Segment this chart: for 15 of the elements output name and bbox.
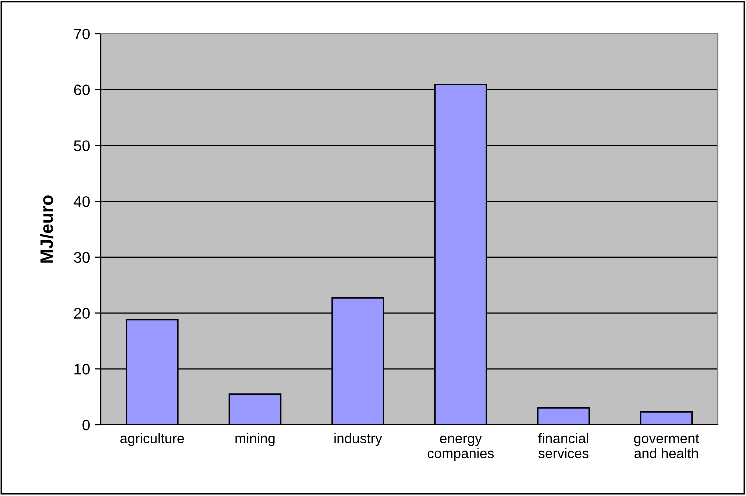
x-tick-label: agriculture bbox=[120, 433, 184, 446]
y-tick-label: 60 bbox=[74, 84, 90, 96]
x-tick-label: goverment and health bbox=[634, 434, 700, 458]
y-tick-label: 50 bbox=[74, 140, 90, 152]
y-tick-label: 30 bbox=[74, 252, 90, 264]
x-tick-label: industry bbox=[334, 433, 382, 446]
x-tick-label: energy companies bbox=[428, 436, 494, 462]
y-tick-label: 70 bbox=[74, 28, 90, 40]
x-tick-label: mining bbox=[236, 433, 275, 446]
y-tick-label: 40 bbox=[74, 196, 90, 208]
x-tick-label: financial services bbox=[538, 433, 589, 458]
y-tick-label: 0 bbox=[82, 420, 90, 431]
y-tick-label: 20 bbox=[74, 308, 90, 319]
y-axis-title: MJ/euro bbox=[40, 196, 54, 263]
y-tick-label: 10 bbox=[74, 364, 90, 375]
